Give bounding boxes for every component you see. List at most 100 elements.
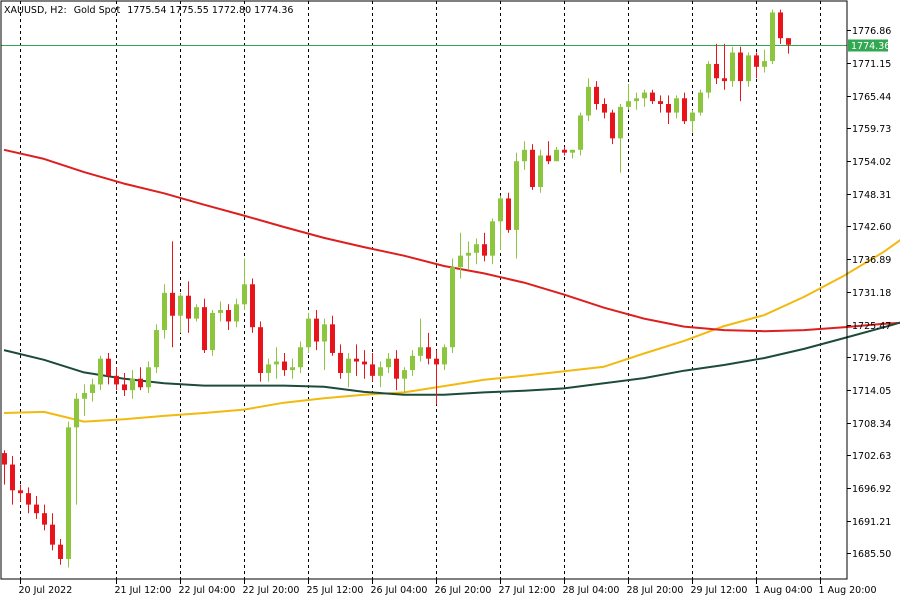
- candle: [418, 318, 423, 362]
- candle-body: [466, 252, 471, 256]
- candle-body: [618, 106, 623, 139]
- candle-body: [10, 464, 15, 491]
- candle-body: [290, 367, 295, 371]
- candle-body: [730, 52, 735, 82]
- candle: [450, 258, 455, 353]
- candle-body: [274, 361, 279, 365]
- candle: [362, 350, 367, 379]
- candle-body: [122, 384, 127, 391]
- candle: [298, 341, 303, 373]
- y-tick-label: 1771.15: [852, 59, 891, 70]
- candle: [34, 496, 39, 519]
- candle: [50, 513, 55, 551]
- header-ohlc: 1775.54 1775.55 1772.80 1774.36: [127, 5, 293, 16]
- y-tick-label: 1725.47: [852, 321, 891, 332]
- candle: [82, 384, 87, 416]
- candle-body: [394, 358, 399, 379]
- candle: [194, 304, 199, 322]
- candle: [354, 344, 359, 376]
- candle: [330, 315, 335, 356]
- candle: [490, 218, 495, 265]
- candle-body: [106, 358, 111, 376]
- candle-body: [522, 149, 527, 162]
- candle: [578, 112, 583, 156]
- candle: [626, 83, 631, 110]
- candle: [538, 149, 543, 193]
- x-tick-label: 22 Jul 04:00: [179, 585, 236, 596]
- y-tick-label: 1736.89: [852, 255, 891, 266]
- candle-body: [146, 367, 151, 388]
- candle: [674, 95, 679, 119]
- y-tick-label: 1719.76: [852, 353, 891, 364]
- candle: [210, 310, 215, 356]
- candle-body: [562, 149, 567, 153]
- candle: [26, 487, 31, 514]
- candle-body: [682, 98, 687, 122]
- candle: [154, 324, 159, 373]
- candle: [170, 241, 175, 348]
- y-tick-label: 1754.02: [852, 157, 891, 168]
- candle: [186, 281, 191, 333]
- candle: [634, 92, 639, 110]
- candle-body: [250, 284, 255, 328]
- candle-body: [66, 427, 71, 559]
- candle: [522, 141, 527, 170]
- header-name: Gold Spot: [74, 5, 121, 16]
- grid-layer: [20, 1, 821, 579]
- candle: [178, 292, 183, 333]
- candle-body: [458, 255, 463, 268]
- candle: [202, 298, 207, 353]
- x-tick-label: 20 Jul 2022: [19, 585, 73, 596]
- candle-body: [538, 155, 543, 187]
- candle: [570, 149, 575, 159]
- candle: [138, 367, 143, 391]
- candle-body: [26, 493, 31, 505]
- candle: [546, 141, 551, 165]
- candle-body: [266, 364, 271, 373]
- candle-body: [226, 310, 231, 322]
- candle: [290, 358, 295, 379]
- candle-body: [778, 12, 783, 39]
- candle: [514, 152, 519, 259]
- candle: [474, 238, 479, 265]
- chart-header: XAUUSD, H2: Gold Spot 1775.54 1775.55 17…: [4, 5, 293, 16]
- candle: [610, 109, 615, 145]
- candle: [2, 450, 7, 485]
- candle-body: [666, 104, 671, 113]
- candle: [666, 95, 671, 125]
- candle-body: [690, 112, 695, 122]
- current-price-tag: 1774.36: [848, 39, 890, 52]
- candle: [434, 350, 439, 405]
- candle: [506, 192, 511, 233]
- x-tick-label: 27 Jul 12:00: [499, 585, 556, 596]
- candle-body: [658, 101, 663, 105]
- candle: [234, 298, 239, 328]
- x-tick-label: 29 Jul 12:00: [691, 585, 748, 596]
- candle-body: [642, 92, 647, 99]
- candle: [130, 370, 135, 399]
- candle-body: [402, 370, 407, 379]
- candle-body: [514, 161, 519, 230]
- candle: [738, 46, 743, 102]
- candle: [346, 352, 351, 388]
- candle: [370, 352, 375, 382]
- candle: [426, 332, 431, 365]
- current-price-label: 1774.36: [851, 41, 890, 52]
- y-tick-label: 1748.31: [852, 190, 891, 201]
- candle: [266, 358, 271, 382]
- series-line-ma-slow: [3, 321, 900, 396]
- candle-body: [186, 295, 191, 319]
- x-tick-label: 21 Jul 12:00: [115, 585, 172, 596]
- candles: [2, 9, 791, 568]
- candle: [442, 344, 447, 371]
- current-price-tag-bg: [848, 39, 888, 52]
- candle: [258, 321, 263, 382]
- x-tick-label: 28 Jul 04:00: [563, 585, 620, 596]
- y-tick-label: 1776.86: [852, 26, 891, 37]
- candle: [306, 312, 311, 353]
- y-tick-label: 1708.34: [852, 419, 891, 430]
- candle-body: [786, 38, 791, 45]
- candle: [250, 278, 255, 333]
- candle: [770, 9, 775, 64]
- candle-body: [754, 55, 759, 67]
